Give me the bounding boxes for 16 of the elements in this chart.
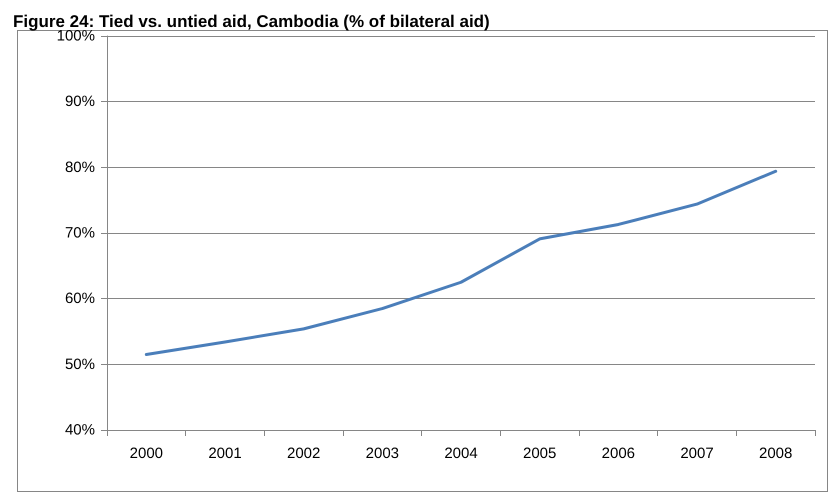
y-tick-label: 40% — [64, 422, 95, 438]
y-tick-label: 50% — [64, 356, 95, 373]
x-tick-label: 2000 — [130, 445, 164, 462]
x-tick-label: 2004 — [444, 445, 478, 462]
y-tick-label: 90% — [64, 93, 95, 110]
y-tick-label: 60% — [64, 290, 95, 308]
x-tick-label: 2008 — [758, 445, 792, 462]
x-tick-label: 2003 — [366, 445, 400, 462]
line-series — [144, 170, 778, 356]
x-tick-label: 2006 — [602, 445, 636, 462]
x-tick-label: 2002 — [286, 445, 320, 462]
y-tick-label: 70% — [64, 224, 95, 242]
x-tick-label: 2001 — [208, 445, 242, 462]
y-tick-label: 80% — [64, 158, 95, 176]
x-tick-label: 2007 — [680, 445, 714, 462]
x-tick-label: 2005 — [522, 445, 556, 462]
